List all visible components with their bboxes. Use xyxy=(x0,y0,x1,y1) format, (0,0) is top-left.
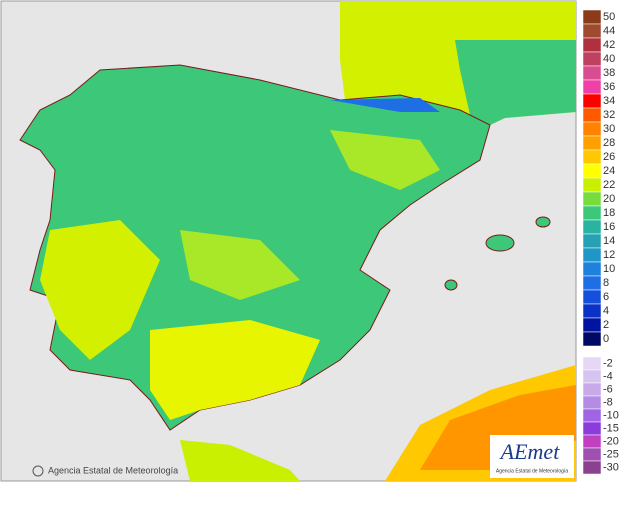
copyright-icon xyxy=(32,465,44,477)
island xyxy=(535,216,551,228)
legend-label: -10 xyxy=(603,409,619,421)
legend-swatch xyxy=(582,163,602,179)
legend-swatch xyxy=(582,9,602,25)
legend-swatch xyxy=(582,275,602,291)
legend-label: 20 xyxy=(603,193,615,205)
legend-swatch xyxy=(582,205,602,221)
legend-label: -20 xyxy=(603,435,619,447)
legend-swatch xyxy=(582,382,602,397)
legend-label: 50 xyxy=(603,11,615,23)
legend-swatch xyxy=(582,317,602,333)
legend-label: 28 xyxy=(603,137,615,149)
legend-swatch xyxy=(582,247,602,263)
legend-label: 22 xyxy=(603,179,615,191)
warm-area xyxy=(330,130,440,190)
legend-label: 8 xyxy=(603,277,609,289)
legend-swatch xyxy=(582,233,602,249)
legend-label: 30 xyxy=(603,123,615,135)
legend-label: 10 xyxy=(603,263,615,275)
legend-swatch xyxy=(582,261,602,277)
legend-swatch xyxy=(582,23,602,39)
legend-label: 34 xyxy=(603,95,615,107)
legend-label: 0 xyxy=(603,333,609,345)
legend-swatch xyxy=(582,51,602,67)
legend-label: 40 xyxy=(603,53,615,65)
legend-label: 2 xyxy=(603,319,609,331)
legend-label: 4 xyxy=(603,305,609,317)
legend-swatch xyxy=(582,93,602,109)
legend-swatch xyxy=(582,395,602,410)
warm-area xyxy=(150,320,320,420)
legend-label: -25 xyxy=(603,448,619,460)
legend: 5044424038363432302826242220181614121086… xyxy=(582,9,619,475)
legend-swatch xyxy=(582,219,602,235)
logo-title: AEmet xyxy=(499,439,561,464)
legend-swatch xyxy=(582,107,602,123)
map: AEmet Agencia Estatal de Meteorología Ag… xyxy=(0,0,577,482)
legend-swatch xyxy=(582,177,602,193)
legend-label: 32 xyxy=(603,109,615,121)
legend-label: -8 xyxy=(603,396,613,408)
legend-label: 14 xyxy=(603,235,615,247)
logo-subtitle: Agencia Estatal de Meteorología xyxy=(496,468,568,474)
legend-swatch xyxy=(582,421,602,436)
warm-area xyxy=(180,230,300,300)
legend-label: 42 xyxy=(603,39,615,51)
legend-label: -30 xyxy=(603,461,619,473)
legend-swatch xyxy=(582,303,602,319)
legend-label: -15 xyxy=(603,422,619,434)
legend-swatch xyxy=(582,121,602,137)
legend-label: 26 xyxy=(603,151,615,163)
legend-swatch xyxy=(582,135,602,151)
warm-area xyxy=(40,220,160,360)
legend-swatch xyxy=(582,289,602,305)
pyrenees xyxy=(330,98,440,112)
legend-swatch xyxy=(582,331,602,347)
legend-swatch xyxy=(582,460,602,475)
legend-swatch xyxy=(582,447,602,462)
legend-label: 6 xyxy=(603,291,609,303)
legend-swatch xyxy=(582,434,602,449)
legend-label: 44 xyxy=(603,25,615,37)
legend-swatch xyxy=(582,65,602,81)
legend-label: -4 xyxy=(603,370,613,382)
logo-box xyxy=(490,435,574,478)
legend-swatch xyxy=(582,37,602,53)
island xyxy=(444,279,458,291)
legend-label: 16 xyxy=(603,221,615,233)
legend-label: 12 xyxy=(603,249,615,261)
credit: Agencia Estatal de Meteorología xyxy=(48,465,178,475)
legend-swatch xyxy=(582,191,602,207)
africa xyxy=(180,440,300,481)
legend-label: -2 xyxy=(603,357,613,369)
legend-label: -6 xyxy=(603,383,613,395)
legend-label: 18 xyxy=(603,207,615,219)
legend-swatch xyxy=(582,149,602,165)
legend-label: 36 xyxy=(603,81,615,93)
island xyxy=(485,234,515,252)
legend-swatch xyxy=(582,356,602,371)
legend-swatch xyxy=(582,408,602,423)
legend-swatch xyxy=(582,79,602,95)
legend-label: 38 xyxy=(603,67,615,79)
alps-area xyxy=(455,40,576,125)
legend-swatch xyxy=(582,369,602,384)
legend-label: 24 xyxy=(603,165,615,177)
